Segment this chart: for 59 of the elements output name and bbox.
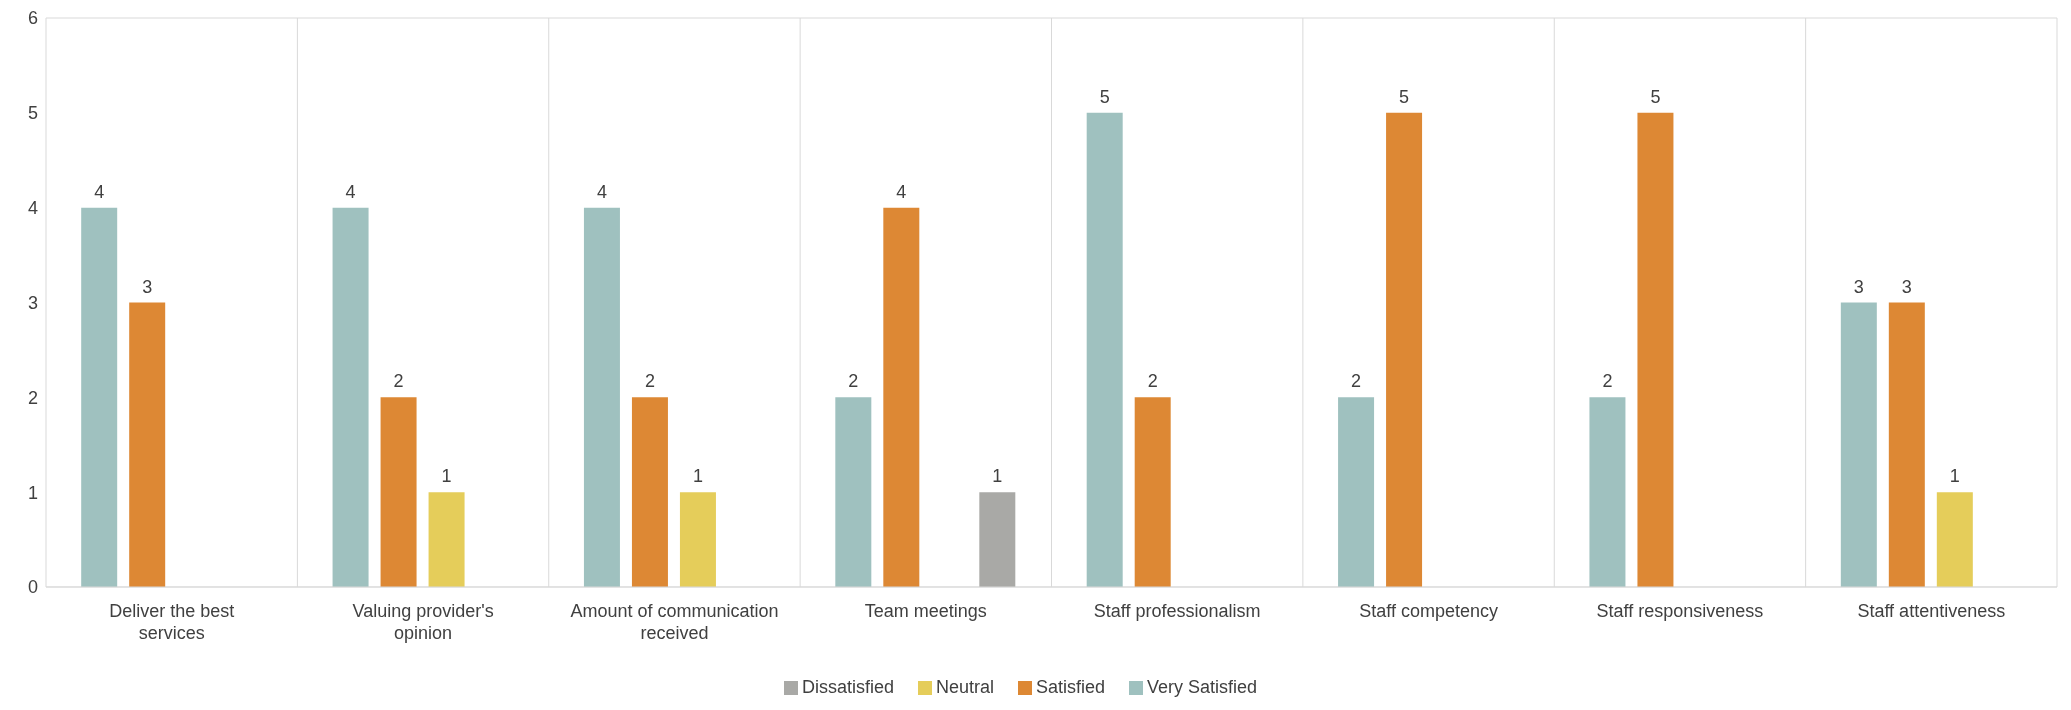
bar	[81, 207, 118, 587]
data-label: 5	[1099, 86, 1110, 107]
x-tick-label: Valuing provider's opinion	[352, 601, 494, 643]
bar	[1338, 397, 1375, 587]
x-tick-label: Deliver the best services	[109, 601, 235, 643]
bar	[129, 302, 166, 587]
data-label: 2	[1147, 371, 1158, 392]
legend-label: Neutral	[935, 677, 994, 697]
data-label: 2	[848, 371, 859, 392]
data-label: 2	[1602, 371, 1613, 392]
bar	[1086, 112, 1123, 587]
x-tick-label: Amount of communication received	[570, 601, 779, 643]
data-label: 4	[896, 181, 907, 202]
data-label: 4	[345, 181, 356, 202]
y-tick-label: 3	[27, 292, 38, 313]
data-label: 5	[1650, 86, 1661, 107]
data-label: 1	[992, 466, 1003, 487]
data-label: 3	[1901, 276, 1912, 297]
data-label: 2	[644, 371, 655, 392]
legend-label: Satisfied	[1035, 677, 1106, 697]
data-label: 3	[142, 276, 153, 297]
bar	[883, 207, 920, 587]
bar	[1936, 492, 1973, 587]
bar	[428, 492, 465, 587]
legend-label: Very Satisfied	[1147, 677, 1258, 697]
bar	[1134, 397, 1171, 587]
bar	[1888, 302, 1925, 587]
x-tick-label: Staff competency	[1359, 601, 1498, 621]
bar	[679, 492, 716, 587]
bar	[835, 397, 872, 587]
data-label: 1	[692, 466, 703, 487]
y-tick-label: 6	[27, 8, 38, 29]
y-tick-label: 1	[27, 482, 38, 503]
bar	[1637, 112, 1674, 587]
legend-label: Dissatisfied	[801, 677, 894, 697]
x-tick-label: Staff responsiveness	[1596, 601, 1764, 621]
x-tick-label: Staff professionalism	[1093, 601, 1261, 621]
x-tick-label: Staff attentiveness	[1857, 601, 2006, 621]
data-label: 2	[393, 371, 404, 392]
data-label: 1	[1949, 466, 1960, 487]
y-tick-label: 0	[27, 577, 38, 598]
bar	[1589, 397, 1626, 587]
x-tick-label: Team meetings	[864, 601, 987, 621]
bar	[380, 397, 417, 587]
data-label: 4	[94, 181, 105, 202]
bar	[583, 207, 620, 587]
y-tick-label: 2	[27, 387, 38, 408]
bar	[1386, 112, 1423, 587]
bar	[332, 207, 369, 587]
y-tick-label: 4	[27, 198, 38, 219]
data-label: 1	[441, 466, 452, 487]
bar	[1840, 302, 1877, 587]
data-label: 4	[596, 181, 607, 202]
bar	[631, 397, 668, 587]
y-tick-label: 5	[27, 103, 38, 124]
data-label: 5	[1399, 86, 1410, 107]
data-label: 3	[1853, 276, 1864, 297]
bar	[979, 492, 1016, 587]
data-label: 2	[1351, 371, 1362, 392]
